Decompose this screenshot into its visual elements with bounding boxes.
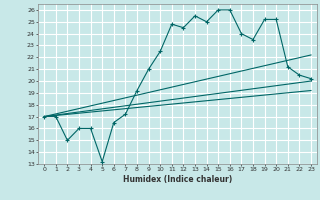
X-axis label: Humidex (Indice chaleur): Humidex (Indice chaleur): [123, 175, 232, 184]
